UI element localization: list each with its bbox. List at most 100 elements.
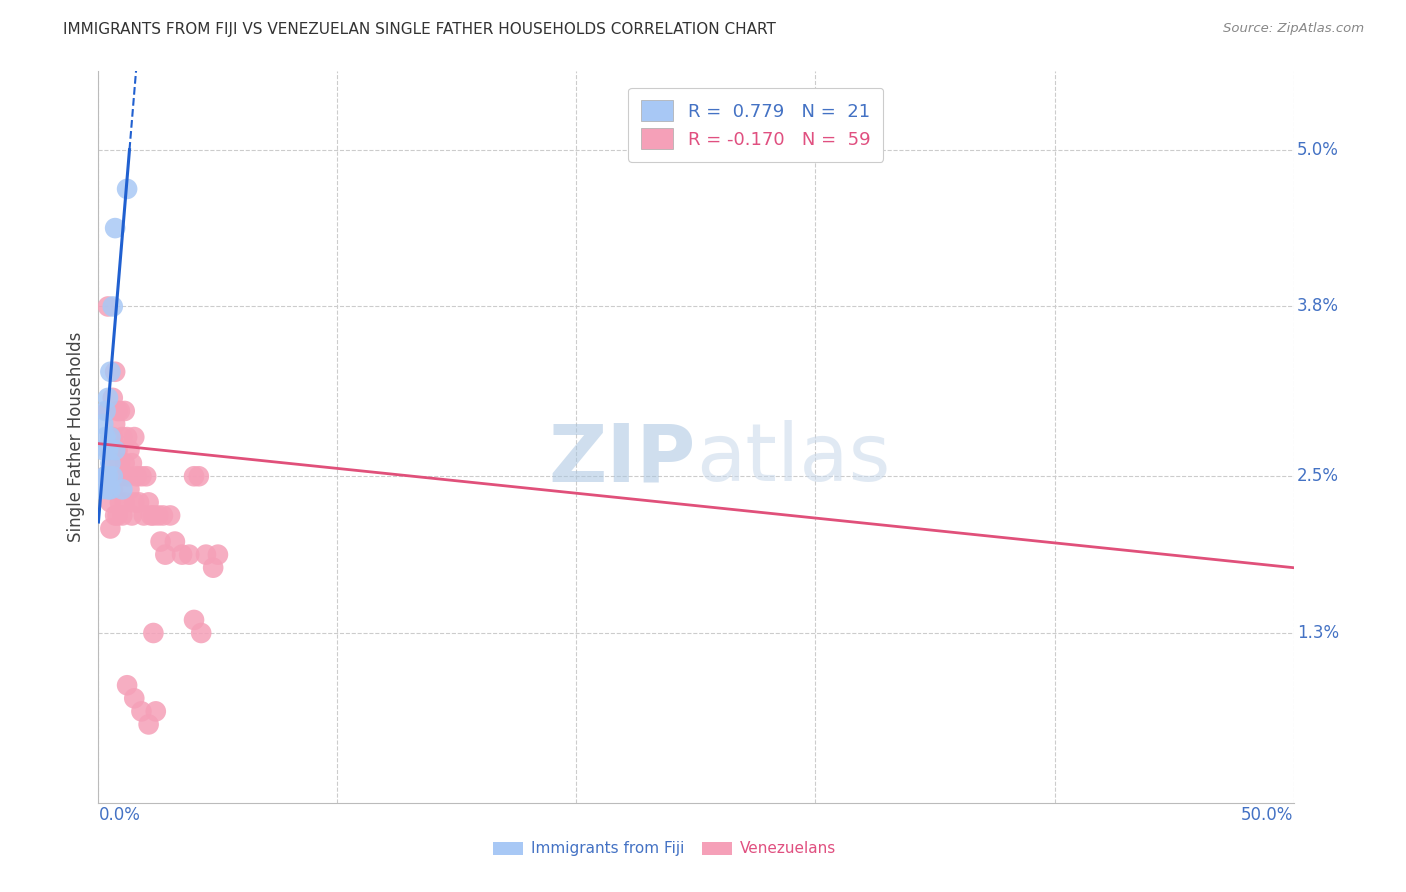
Text: Source: ZipAtlas.com: Source: ZipAtlas.com	[1223, 22, 1364, 36]
Point	[107, 404, 129, 418]
Point	[155, 548, 177, 562]
Point	[108, 456, 131, 470]
Point	[114, 404, 136, 418]
Point	[139, 508, 162, 523]
Point	[107, 443, 129, 458]
Point	[190, 626, 212, 640]
Point	[98, 521, 122, 535]
Point	[97, 443, 120, 458]
Point	[111, 469, 134, 483]
Point	[128, 495, 150, 509]
Point	[107, 508, 129, 523]
Point	[104, 417, 127, 431]
Text: IMMIGRANTS FROM FIJI VS VENEZUELAN SINGLE FATHER HOUSEHOLDS CORRELATION CHART: IMMIGRANTS FROM FIJI VS VENEZUELAN SINGL…	[63, 22, 776, 37]
Point	[97, 404, 120, 418]
Point	[101, 483, 124, 497]
Y-axis label: Single Father Households: Single Father Households	[66, 332, 84, 542]
Point	[98, 430, 122, 444]
Point	[97, 391, 120, 405]
Text: 5.0%: 5.0%	[1298, 141, 1339, 159]
Text: Immigrants from Fiji: Immigrants from Fiji	[531, 841, 685, 856]
Point	[98, 469, 122, 483]
Point	[98, 365, 122, 379]
Point	[179, 548, 201, 562]
Text: 2.5%: 2.5%	[1298, 467, 1339, 485]
Point	[98, 483, 122, 497]
Point	[202, 560, 225, 574]
Text: 3.8%: 3.8%	[1298, 297, 1339, 316]
Point	[159, 508, 181, 523]
Point	[101, 469, 124, 483]
Point	[104, 221, 127, 235]
Point	[163, 534, 186, 549]
Point	[114, 495, 136, 509]
Point	[104, 443, 127, 458]
Bar	[494, 842, 523, 855]
Point	[183, 469, 205, 483]
Point	[195, 548, 218, 562]
Point	[94, 469, 117, 483]
Point	[108, 404, 131, 418]
Point	[91, 443, 114, 458]
Point	[207, 548, 229, 562]
Point	[104, 456, 127, 470]
Point	[94, 430, 117, 444]
Point	[115, 430, 138, 444]
Point	[131, 705, 153, 719]
Point	[98, 495, 122, 509]
Point	[115, 678, 138, 692]
Point	[90, 483, 112, 497]
Point	[98, 456, 122, 470]
Point	[142, 626, 165, 640]
Point	[94, 469, 117, 483]
Point	[187, 469, 209, 483]
Point	[132, 508, 155, 523]
Point	[138, 717, 160, 731]
Point	[121, 456, 143, 470]
Point	[138, 495, 160, 509]
Point	[115, 469, 138, 483]
Point	[148, 508, 170, 523]
Point	[94, 469, 117, 483]
Point	[142, 508, 165, 523]
Point	[183, 613, 205, 627]
Point	[125, 469, 148, 483]
Point	[115, 182, 138, 196]
Point	[118, 443, 141, 458]
Point	[111, 483, 134, 497]
Text: 1.3%: 1.3%	[1298, 624, 1340, 642]
Point	[98, 443, 122, 458]
Point	[101, 391, 124, 405]
Point	[97, 469, 120, 483]
Bar	[702, 842, 733, 855]
Point	[107, 469, 129, 483]
Point	[111, 508, 134, 523]
Point	[121, 508, 143, 523]
Text: atlas: atlas	[696, 420, 890, 498]
Point	[97, 483, 120, 497]
Point	[101, 300, 124, 314]
Point	[124, 430, 146, 444]
Point	[124, 691, 146, 706]
Text: ZIP: ZIP	[548, 420, 696, 498]
Point	[94, 404, 117, 418]
Point	[118, 483, 141, 497]
Point	[149, 534, 172, 549]
Point	[114, 456, 136, 470]
Text: 50.0%: 50.0%	[1241, 806, 1294, 824]
Point	[145, 705, 167, 719]
Point	[111, 430, 134, 444]
Point	[108, 495, 131, 509]
Text: Venezuelans: Venezuelans	[740, 841, 837, 856]
Point	[104, 508, 127, 523]
Text: 0.0%: 0.0%	[98, 806, 141, 824]
Point	[152, 508, 174, 523]
Point	[124, 495, 146, 509]
Point	[91, 417, 114, 431]
Point	[97, 300, 120, 314]
Point	[104, 365, 127, 379]
Point	[101, 430, 124, 444]
Point	[172, 548, 194, 562]
Point	[135, 469, 157, 483]
Legend: R =  0.779   N =  21, R = -0.170   N =  59: R = 0.779 N = 21, R = -0.170 N = 59	[628, 87, 883, 162]
